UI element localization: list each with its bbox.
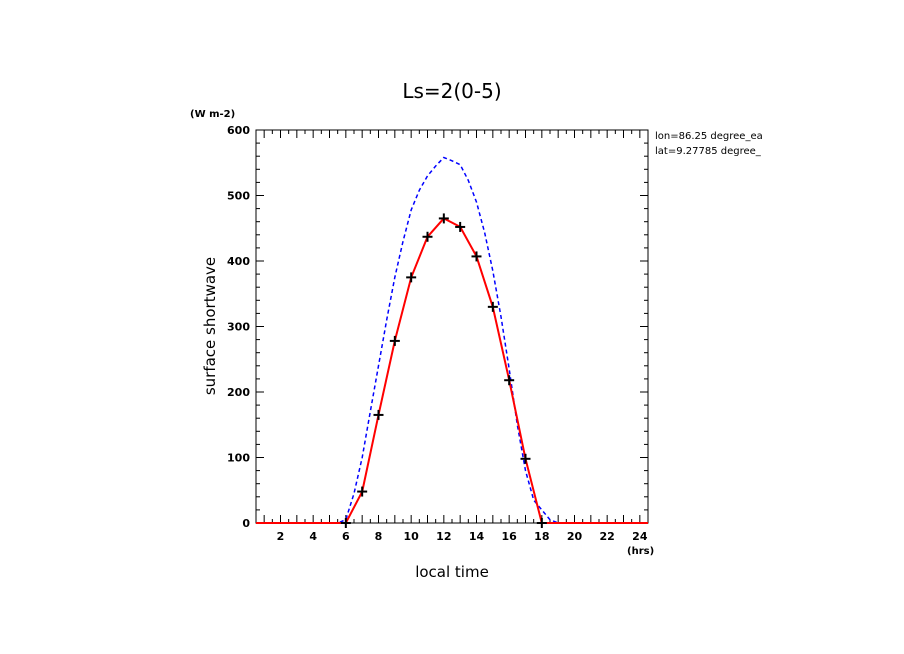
y-tick-label: 500: [227, 190, 250, 203]
y-tick-label: 300: [227, 321, 250, 334]
chart-title: Ls=2(0-5): [402, 79, 501, 103]
data-point-marker: [504, 375, 515, 386]
series-markers: [340, 213, 547, 528]
y-tick-label: 100: [227, 452, 250, 465]
x-tick-label: 6: [342, 530, 350, 543]
series-lines: [256, 156, 648, 524]
data-point-marker: [340, 518, 351, 528]
data-point-marker: [438, 213, 449, 224]
x-tick-label: 16: [502, 530, 518, 543]
data-point-marker: [422, 231, 433, 242]
x-tick-label: 8: [375, 530, 383, 543]
y-tick-label: 600: [227, 124, 250, 137]
x-axis-label: local time: [415, 563, 489, 581]
y-tick-label: 400: [227, 255, 250, 268]
x-tick-label: 22: [600, 530, 615, 543]
data-point-marker: [536, 518, 547, 528]
data-point-marker: [357, 486, 368, 497]
annotation-lon: lon=86.25 degree_ea: [655, 131, 763, 142]
x-tick-label: 4: [309, 530, 317, 543]
data-point-marker: [487, 301, 498, 312]
data-point-marker: [471, 251, 482, 262]
data-point-marker: [520, 453, 531, 464]
series-solid-line: [256, 217, 648, 524]
data-point-marker: [406, 272, 417, 283]
data-point-marker: [373, 409, 384, 420]
series-dashed-line: [256, 156, 648, 524]
x-tick-label: 18: [534, 530, 549, 543]
x-tick-label: 14: [469, 530, 485, 543]
data-point-marker: [389, 335, 400, 346]
annotation-lat: lat=9.27785 degree_: [655, 146, 762, 157]
plot-frame: [255, 129, 649, 524]
x-unit: (hrs): [627, 546, 654, 557]
y-axis-label: surface shortwave: [201, 257, 219, 395]
x-tick-label: 20: [567, 530, 583, 543]
x-tick-label: 12: [436, 530, 451, 543]
y-unit: (W m-2): [190, 109, 235, 120]
data-point-marker: [455, 221, 466, 232]
y-tick-label: 0: [242, 517, 250, 530]
x-tick-label: 10: [404, 530, 420, 543]
x-tick-label: 24: [632, 530, 648, 543]
y-tick-label: 200: [227, 386, 250, 399]
x-tick-label: 2: [277, 530, 285, 543]
